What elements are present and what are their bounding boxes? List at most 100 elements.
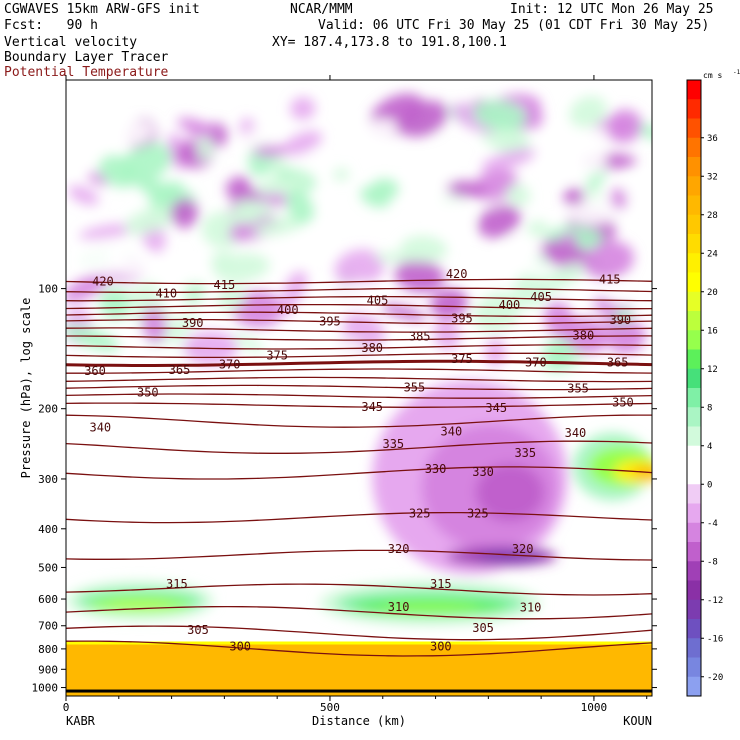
wave-blob <box>398 100 448 137</box>
downdraft-core <box>475 463 545 522</box>
theta-contour <box>66 440 652 454</box>
colorbar-tick-label: 28 <box>707 211 718 221</box>
colorbar-swatch <box>687 234 701 254</box>
wave-blob <box>584 241 634 280</box>
theta-contour <box>66 402 652 408</box>
theta-contour <box>66 327 652 333</box>
wave-blob <box>68 185 99 206</box>
colorbar-swatch <box>687 580 701 601</box>
wave-blob <box>79 223 139 240</box>
colorbar-unit: cm s <box>703 71 722 80</box>
theta-label: 340 <box>441 424 463 438</box>
colorbar-swatch <box>687 118 701 139</box>
wave-blob <box>446 180 487 198</box>
colorbar-swatch <box>687 561 701 581</box>
wave-blob <box>473 291 522 333</box>
wave-blob <box>66 143 102 169</box>
x-tick-label: 500 <box>320 701 340 714</box>
theta-label: 345 <box>485 401 507 415</box>
theta-label: 325 <box>467 506 489 520</box>
colorbar-swatch <box>687 214 701 235</box>
jet-core <box>631 466 652 480</box>
colorbar-tick-label: 24 <box>707 249 718 259</box>
theta-label: 330 <box>472 465 494 479</box>
wave-blob <box>473 99 528 131</box>
theta-label: 350 <box>612 396 634 410</box>
wave-blob <box>623 180 643 197</box>
wave-blob <box>334 249 385 287</box>
colorbar-swatch <box>687 99 701 119</box>
potential-temperature-contours <box>66 278 652 657</box>
theta-label: 335 <box>514 446 536 460</box>
theta-label: 390 <box>609 313 631 327</box>
colorbar-swatch <box>687 522 701 543</box>
x-tick-label: 1000 <box>581 701 608 714</box>
colorbar-swatch <box>687 542 701 562</box>
theta-label: 355 <box>567 382 589 396</box>
theta-label: 365 <box>169 363 191 377</box>
colorbar-tick-label: -8 <box>707 557 718 567</box>
colorbar-tick-label: -16 <box>707 634 723 644</box>
field-vertical-velocity: Vertical velocity <box>4 35 138 50</box>
y-tick-label: 800 <box>38 643 58 656</box>
wave-blob <box>137 178 180 202</box>
potential-temperature-labels: 420 415 420 415 410 405 405 400 400 395 395 390 390 3… <box>84 267 634 654</box>
wave-blob <box>348 119 398 145</box>
wave-blob <box>612 309 633 325</box>
colorbar-tick-label: 32 <box>707 172 718 182</box>
colorbar-tick-label: 36 <box>707 134 718 144</box>
wave-blob <box>99 287 132 320</box>
wave-blob <box>477 204 521 239</box>
colorbar-swatch <box>687 80 701 100</box>
updraft-peak <box>380 603 481 612</box>
colorbar-swatch <box>687 426 701 447</box>
theta-contour <box>66 318 652 325</box>
plot-frame <box>65 79 653 697</box>
theta-contour <box>66 466 652 480</box>
wave-blob <box>196 135 214 162</box>
colorbar-unit-exponent: -1 <box>733 69 740 76</box>
theta-contour <box>66 625 652 641</box>
velocity-regions <box>66 380 652 626</box>
wave-blob <box>535 262 586 295</box>
theta-label: 380 <box>573 328 595 342</box>
wave-blob <box>112 120 154 147</box>
y-tick-label: 700 <box>38 620 58 633</box>
theta-label: 385 <box>409 330 431 344</box>
theta-label: 330 <box>425 462 447 476</box>
wave-blob <box>84 238 128 276</box>
wave-blob <box>608 280 632 309</box>
theta-label: 405 <box>367 293 389 307</box>
theta-label: 405 <box>530 290 552 304</box>
colorbar-swatch <box>687 619 701 639</box>
colorbar-swatch <box>687 657 701 678</box>
colorbar-swatch <box>687 484 701 504</box>
theta-label: 395 <box>451 312 473 326</box>
colorbar-tick-label: -12 <box>707 596 723 606</box>
colorbar-swatch <box>687 503 701 524</box>
y-tick-label: 400 <box>38 523 58 536</box>
wave-blob <box>549 146 607 182</box>
theta-label: 410 <box>155 287 177 301</box>
theta-label: 320 <box>388 542 410 556</box>
theta-label: 310 <box>520 600 542 614</box>
theta-contour <box>66 311 652 318</box>
theta-contour <box>66 376 652 383</box>
right-end-label: KOUN <box>623 714 652 728</box>
init-time: Init: 12 UTC Mon 26 May 25 <box>510 2 714 17</box>
organization: NCAR/MMM <box>290 2 353 17</box>
wave-blob <box>305 229 328 254</box>
wave-blob <box>276 299 294 316</box>
wave-blob <box>606 109 643 143</box>
theta-contour <box>66 295 652 302</box>
theta-label: 355 <box>404 381 426 395</box>
wave-blob <box>505 233 533 262</box>
updraft-peak <box>106 601 174 609</box>
wave-blob <box>360 186 391 208</box>
boundary-layer-edge <box>66 641 652 645</box>
wave-blob <box>98 155 139 188</box>
colorbar-frame <box>686 79 702 697</box>
colorbar-swatch <box>687 465 701 485</box>
field-potential-temperature: Potential Temperature <box>4 65 169 80</box>
